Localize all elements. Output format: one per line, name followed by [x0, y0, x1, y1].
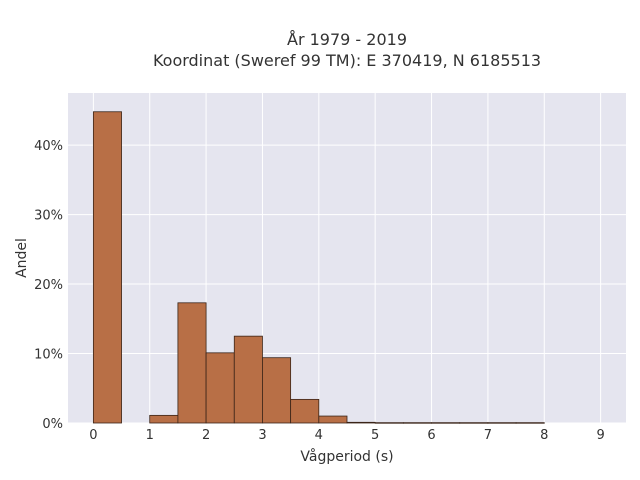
chart-title: År 1979 - 2019	[287, 30, 407, 49]
plot-area	[68, 93, 626, 423]
x-tick-label: 6	[427, 428, 435, 443]
histogram-bar	[262, 357, 292, 424]
y-tick-label: 10%	[34, 348, 63, 363]
y-axis-label: Andel	[14, 238, 30, 278]
x-tick-label: 1	[146, 428, 154, 443]
histogram-bar	[346, 421, 376, 424]
x-tick-label: 2	[202, 428, 210, 443]
y-tick-label: 30%	[34, 209, 63, 224]
y-ticks: 0% 10% 20% 30% 40%	[34, 139, 63, 432]
histogram-bar	[374, 422, 404, 424]
histogram-bar	[92, 111, 122, 424]
bars-group	[92, 111, 545, 424]
y-tick-label: 20%	[34, 278, 63, 293]
chart-subtitle: Koordinat (Sweref 99 TM): E 370419, N 61…	[153, 51, 541, 70]
x-tick-label: 7	[484, 428, 492, 443]
histogram-bar	[290, 398, 320, 424]
x-tick-label: 3	[258, 428, 266, 443]
histogram-bar	[431, 422, 461, 424]
x-tick-label: 4	[315, 428, 323, 443]
x-tick-label: 8	[540, 428, 548, 443]
histogram-bar	[149, 414, 179, 424]
y-tick-label: 40%	[34, 139, 63, 154]
x-axis-label: Vågperiod (s)	[300, 448, 393, 465]
x-ticks: 0 1 2 3 4 5 6 7 8 9	[89, 428, 605, 443]
histogram-bar	[402, 422, 432, 424]
x-tick-label: 9	[596, 428, 604, 443]
histogram-bar	[487, 422, 517, 424]
x-tick-label: 0	[89, 428, 97, 443]
histogram-bar	[515, 422, 545, 424]
histogram-bar	[177, 302, 207, 424]
histogram-bar	[233, 335, 263, 424]
histogram-bar	[318, 415, 348, 424]
x-tick-label: 5	[371, 428, 379, 443]
histogram-bar	[205, 352, 235, 424]
histogram-bar	[459, 422, 489, 424]
y-tick-label: 0%	[42, 417, 63, 432]
